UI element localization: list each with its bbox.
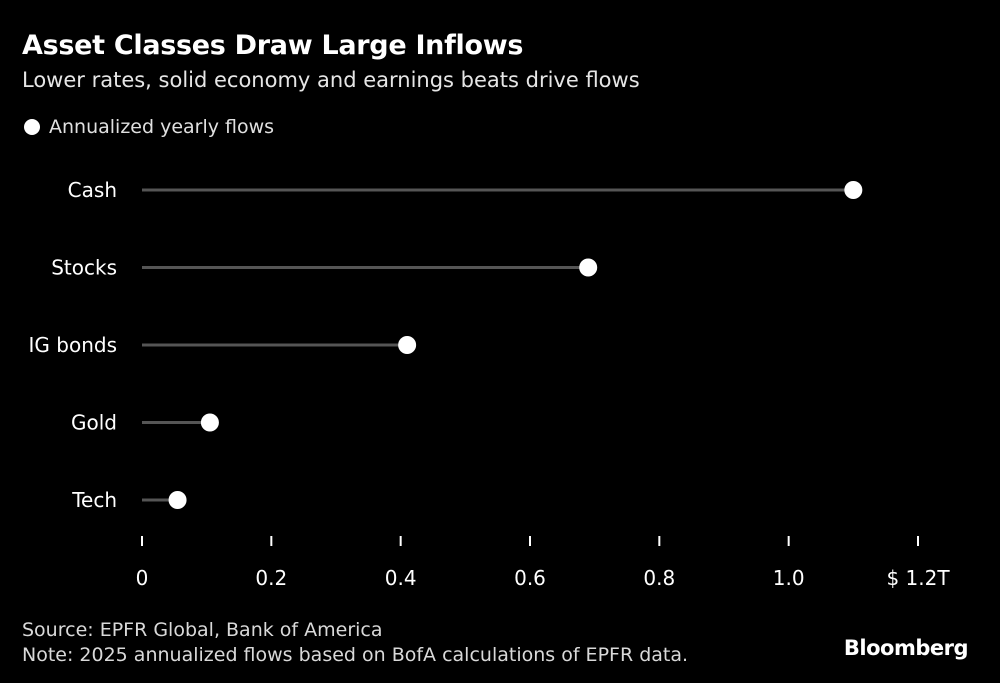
legend: Annualized yearly flows [24,116,274,138]
category-label-stocks: Stocks [51,256,117,280]
x-tick-label-3: 0.6 [514,566,546,590]
x-tick-label-0: 0 [136,566,149,590]
x-tick-label-1: 0.2 [255,566,287,590]
dot-stocks [579,258,598,277]
x-tick-label-2: 0.4 [385,566,417,590]
category-label-cash: Cash [68,178,117,202]
dot-gold [200,413,219,432]
bloomberg-logo: Bloomberg [843,636,969,660]
lollipop-chart: Cash Stocks IG bonds Gold Tech 0 0.2 0.4 0.6 0.8 1… [29,178,951,590]
chart-subtitle: Lower rates, solid economy and earnings … [22,68,640,92]
legend-label: Annualized yearly flows [49,116,275,138]
footer: Source: EPFR Global, Bank of America Not… [22,618,688,668]
dot-ig-bonds [398,336,417,354]
category-label-gold: Gold [71,411,117,435]
source-note: Source: EPFR Global, Bank of America [22,619,383,641]
x-tick-label-4: 0.8 [643,566,675,590]
x-tick-label-6: $ 1.2T [886,566,950,590]
x-tick-label-5: 1.0 [773,566,805,590]
chart-title: Asset Classes Draw Large Inflows [22,30,524,61]
category-label-tech: Tech [71,488,117,512]
dot-tech [168,491,187,509]
methodology-note: Note: 2025 annualized flows based on Bof… [22,644,689,666]
dot-cash [844,181,863,199]
legend-dot-icon [24,119,40,135]
category-label-ig-bonds: IG bonds [29,333,117,357]
